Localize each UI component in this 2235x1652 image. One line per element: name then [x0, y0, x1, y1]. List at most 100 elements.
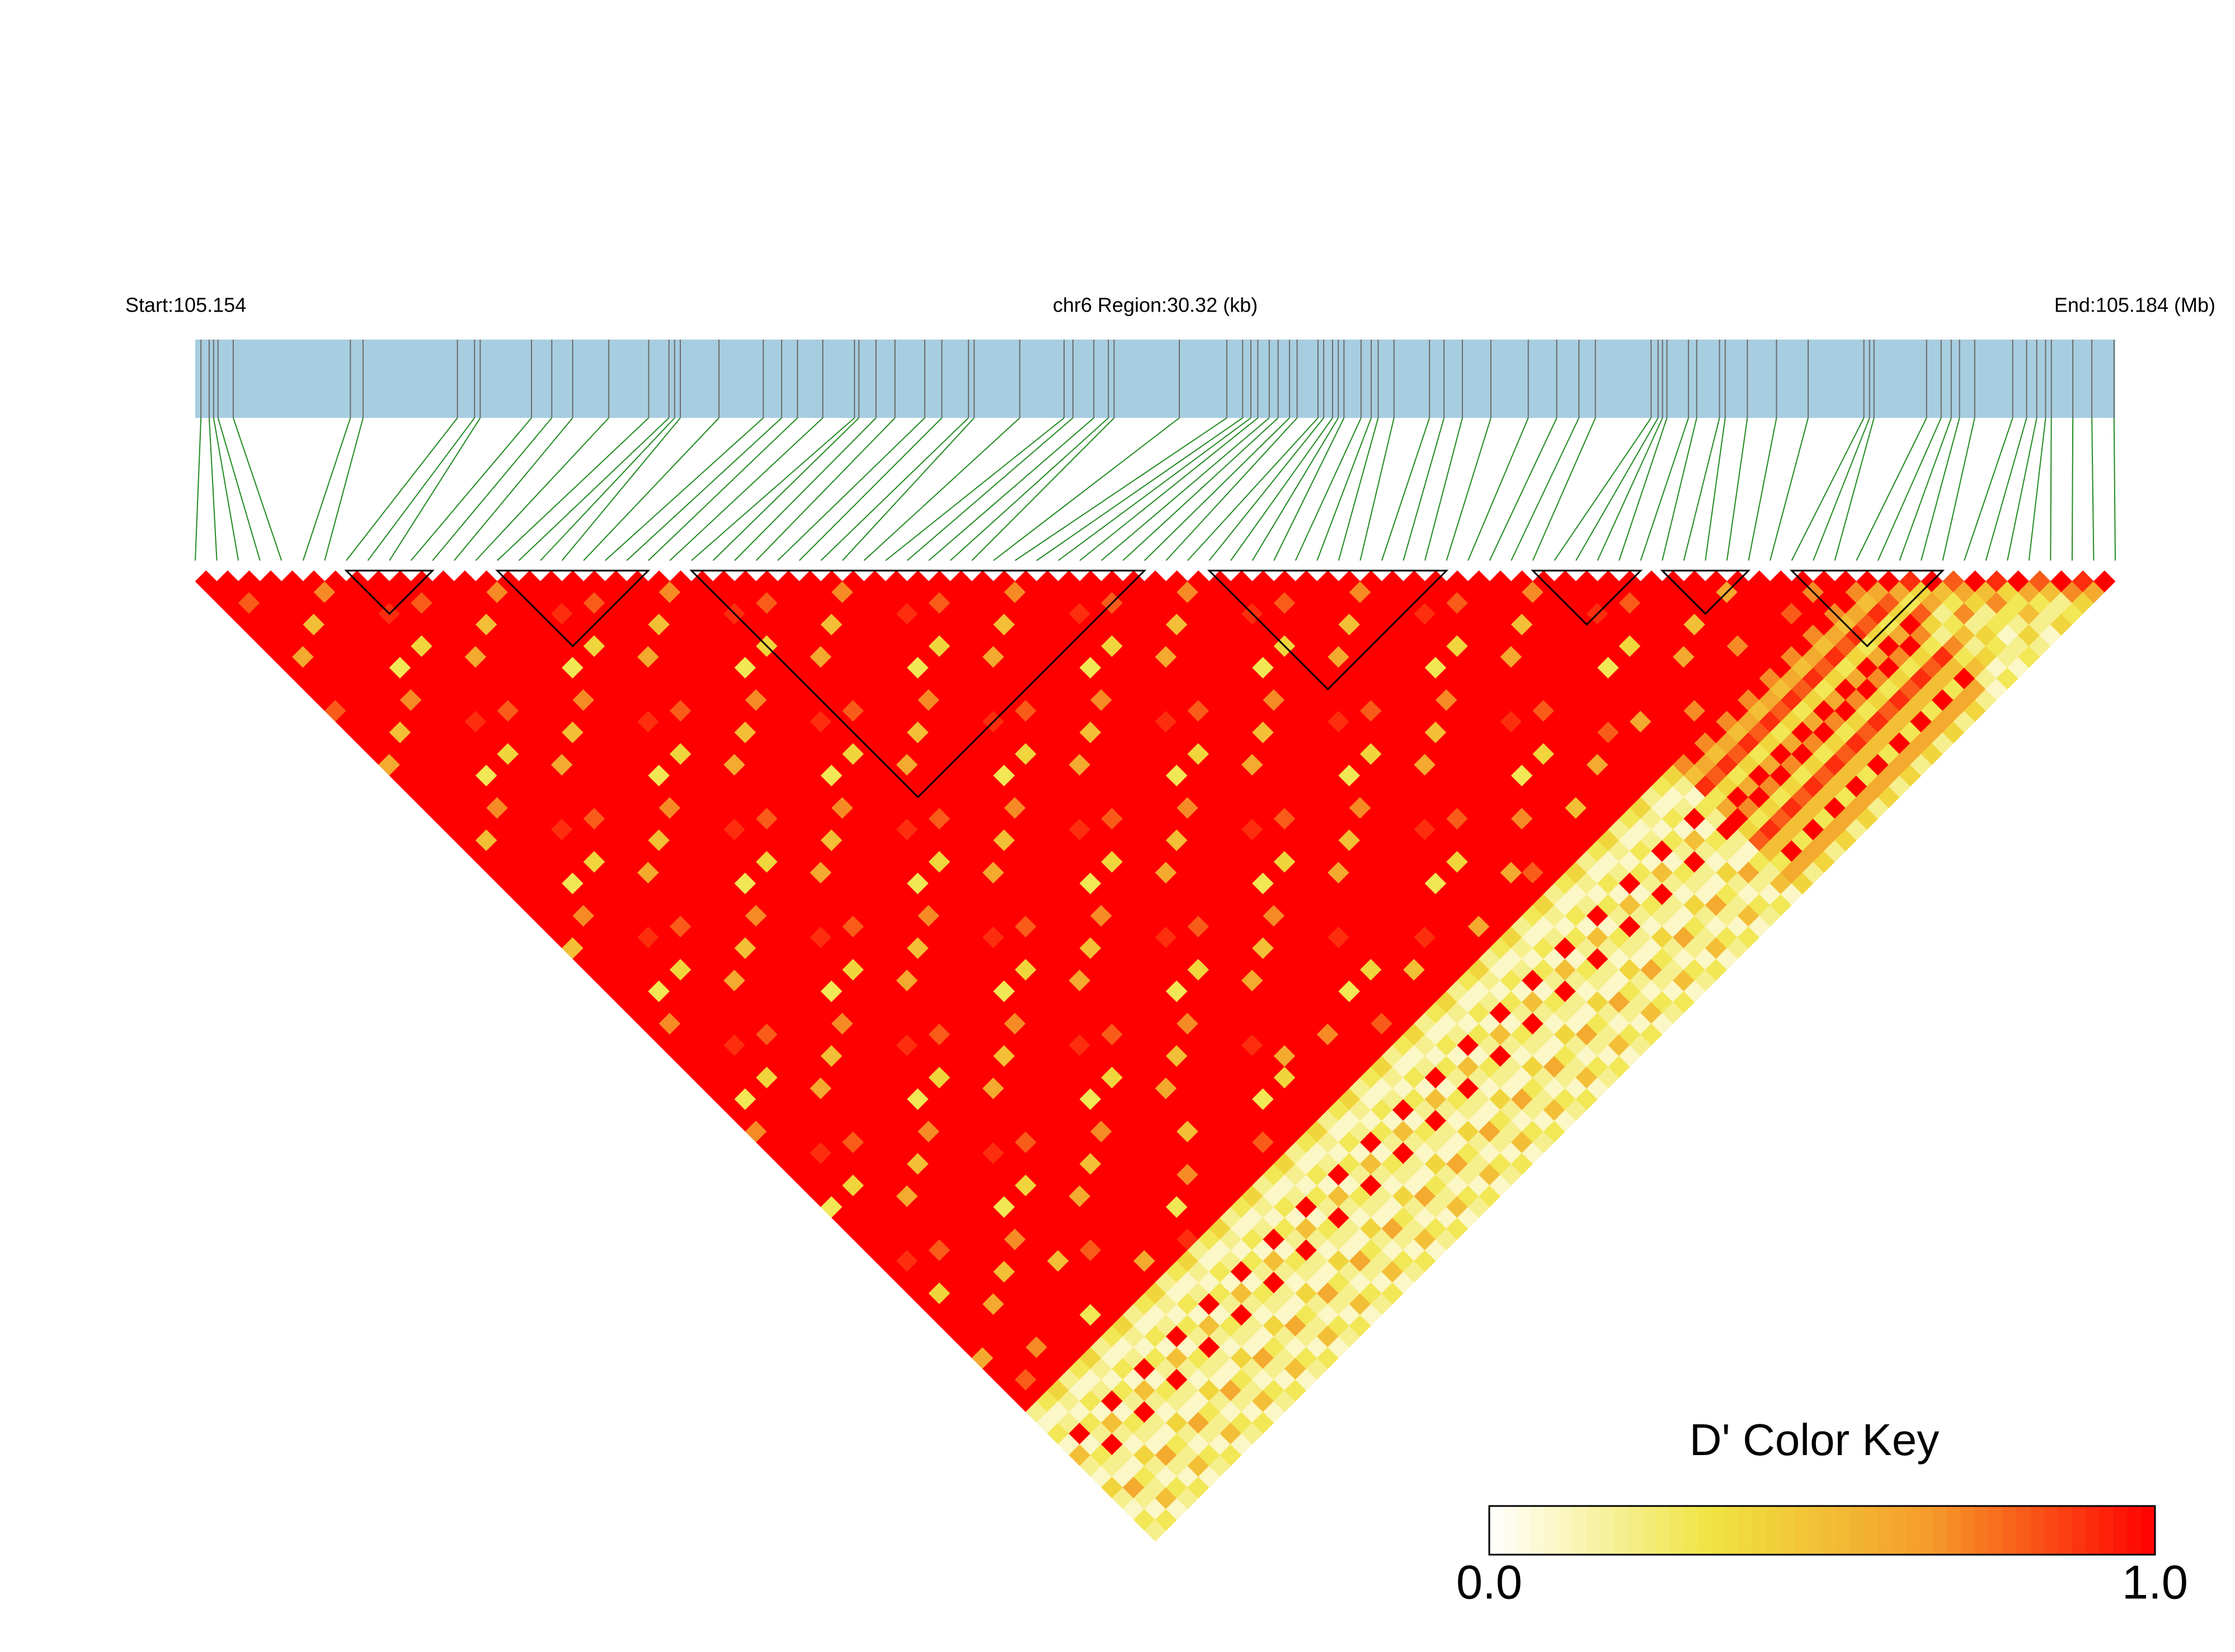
- color-key-bin: [1614, 1506, 1629, 1555]
- snp-connector: [1597, 417, 1663, 561]
- color-key-bin: [1545, 1506, 1559, 1555]
- snp-connector: [432, 417, 553, 561]
- color-key-bin: [1878, 1506, 1892, 1555]
- color-key-bin: [2141, 1506, 2156, 1555]
- snp-connector: [453, 417, 573, 561]
- snp-connector: [324, 417, 364, 561]
- snp-connector: [1036, 417, 1243, 561]
- color-key-bin: [1891, 1506, 1906, 1555]
- snp-connector: [367, 417, 475, 561]
- snp-connector: [1985, 417, 2027, 561]
- snp-connector: [2050, 417, 2052, 561]
- color-key-bin: [1905, 1506, 1920, 1555]
- snp-connector: [1964, 417, 2013, 561]
- color-key-bin: [1517, 1506, 1531, 1555]
- color-key-bin: [1836, 1506, 1851, 1555]
- color-key-bin: [1655, 1506, 1670, 1555]
- color-key-bin: [1753, 1506, 1767, 1555]
- snp-connector: [1705, 417, 1726, 561]
- color-key-bin: [2072, 1506, 2086, 1555]
- color-key-bin: [1489, 1506, 1504, 1555]
- color-key-bin: [1711, 1506, 1725, 1555]
- color-key-bin: [1627, 1506, 1643, 1555]
- key-tick-label: 0.0: [1456, 1556, 1522, 1609]
- snp-connector: [1424, 417, 1463, 561]
- snp-connector: [561, 417, 681, 561]
- snp-connector: [669, 417, 824, 561]
- color-key-bin: [1988, 1506, 2003, 1555]
- snp-connector: [691, 417, 855, 561]
- snp-connector: [1813, 417, 1870, 561]
- snp-connector: [1446, 417, 1491, 561]
- snp-connector: [1122, 417, 1279, 561]
- snp-connector: [1165, 417, 1298, 561]
- snp-connector: [1079, 417, 1258, 561]
- color-key-bin: [1919, 1506, 1933, 1555]
- color-key-bin: [1725, 1506, 1739, 1555]
- color-key-bin: [1933, 1506, 1947, 1555]
- color-key-bin: [1850, 1506, 1864, 1555]
- snp-connector: [799, 417, 943, 561]
- color-key-bin: [1683, 1506, 1698, 1555]
- color-key-bin: [1808, 1506, 1823, 1555]
- color-key-bin: [2002, 1506, 2017, 1555]
- snp-connector: [712, 417, 859, 561]
- snp-connector: [1467, 417, 1529, 561]
- ld-block: [1531, 570, 1643, 626]
- snp-connector: [213, 417, 239, 561]
- snp-connector: [1791, 417, 1865, 561]
- snp-connector: [949, 417, 1109, 561]
- snp-connector: [1187, 417, 1319, 561]
- snp-connector: [2091, 417, 2095, 561]
- region-bar: [195, 340, 2115, 418]
- snp-connector: [1683, 417, 1720, 561]
- snp-connector: [971, 417, 1115, 561]
- snp-connector: [863, 417, 1020, 561]
- color-key-bin: [2127, 1506, 2142, 1555]
- snp-connector: [195, 417, 202, 561]
- snp-connector: [820, 417, 969, 561]
- snp-connector: [993, 417, 1180, 561]
- color-key-bin: [1531, 1506, 1545, 1555]
- snp-connector: [410, 417, 532, 561]
- snp-connector: [1942, 417, 1975, 561]
- snp-connector: [1144, 417, 1290, 561]
- color-key-bin: [1780, 1506, 1795, 1555]
- ld-block: [689, 570, 1147, 799]
- snp-connector: [1014, 417, 1227, 561]
- color-key-border: [1488, 1505, 2156, 1556]
- key-tick-label: 1.0: [2122, 1556, 2188, 1609]
- color-key-bin: [2030, 1506, 2045, 1555]
- snp-connector: [1575, 417, 1659, 561]
- snp-connector: [497, 417, 650, 561]
- color-key-bin: [1572, 1506, 1587, 1555]
- snp-connector: [232, 417, 283, 561]
- snp-connector: [1834, 417, 1875, 561]
- snp-connector: [346, 417, 458, 561]
- snp-connector: [885, 417, 1065, 561]
- snp-connector: [208, 417, 218, 561]
- color-key-bin: [1822, 1506, 1837, 1555]
- snp-connector: [755, 417, 896, 561]
- snp-connector: [1748, 417, 1777, 561]
- snp-connector: [626, 417, 782, 561]
- snp-connector: [583, 417, 719, 561]
- snp-connector: [1273, 417, 1345, 561]
- start-label: Start:105.154: [125, 294, 246, 317]
- key-title: D' Color Key: [1690, 1415, 1940, 1465]
- color-key-bin: [1864, 1506, 1878, 1555]
- snp-connector: [842, 417, 975, 561]
- color-key-bin: [2086, 1506, 2100, 1555]
- ld-block: [1207, 570, 1449, 691]
- chart-title: chr6 Region:30.32 (kb): [1053, 294, 1258, 317]
- snp-connector: [1877, 417, 1942, 561]
- snp-connector: [734, 417, 877, 561]
- snp-connector: [2071, 417, 2074, 561]
- color-key-bin: [1974, 1506, 1989, 1555]
- ld-cell: [2093, 570, 2116, 592]
- color-key-bin: [1794, 1506, 1809, 1555]
- color-key-bin: [2099, 1506, 2114, 1555]
- snp-connector: [1381, 417, 1431, 561]
- snp-connector: [777, 417, 925, 561]
- ld-block: [1660, 570, 1751, 615]
